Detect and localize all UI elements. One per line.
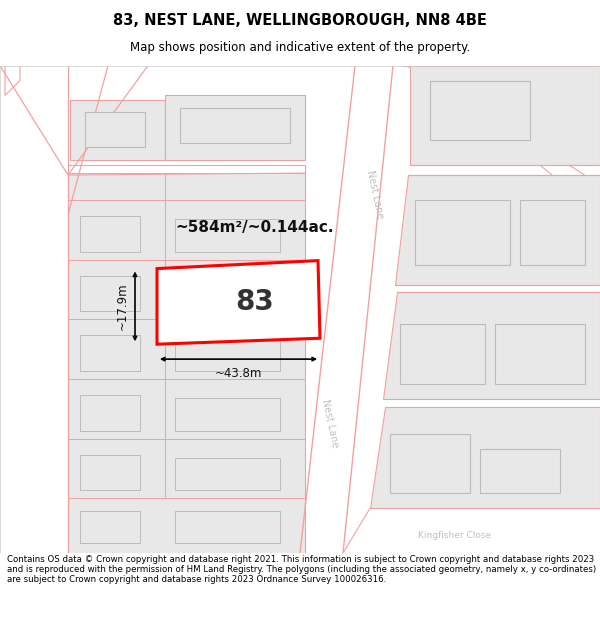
Polygon shape	[383, 292, 600, 399]
Polygon shape	[5, 66, 20, 96]
Text: ~584m²/~0.144ac.: ~584m²/~0.144ac.	[175, 220, 334, 235]
Polygon shape	[300, 66, 393, 553]
Polygon shape	[165, 259, 305, 319]
Polygon shape	[165, 200, 305, 259]
Polygon shape	[68, 319, 165, 379]
Bar	[80, 216, 140, 252]
Bar	[400, 324, 485, 384]
Bar	[80, 454, 140, 491]
Bar	[175, 338, 280, 371]
Polygon shape	[165, 173, 305, 200]
Polygon shape	[70, 101, 165, 160]
Polygon shape	[370, 407, 600, 508]
Text: Kingfisher Close: Kingfisher Close	[418, 531, 491, 540]
Polygon shape	[68, 173, 165, 200]
Bar	[175, 458, 280, 491]
Text: Map shows position and indicative extent of the property.: Map shows position and indicative extent…	[130, 41, 470, 54]
Polygon shape	[68, 498, 305, 553]
Bar	[390, 434, 470, 493]
Text: 83, NEST LANE, WELLINGBOROUGH, NN8 4BE: 83, NEST LANE, WELLINGBOROUGH, NN8 4BE	[113, 13, 487, 28]
Polygon shape	[68, 200, 165, 259]
Polygon shape	[165, 439, 305, 498]
Text: ~43.8m: ~43.8m	[215, 367, 262, 380]
Bar	[85, 112, 145, 148]
Bar	[80, 395, 140, 431]
Bar	[180, 108, 290, 143]
Bar	[175, 511, 280, 543]
Bar	[80, 335, 140, 371]
Text: Contains OS data © Crown copyright and database right 2021. This information is : Contains OS data © Crown copyright and d…	[7, 554, 596, 584]
Bar	[80, 511, 140, 543]
Bar	[175, 279, 280, 311]
Polygon shape	[68, 439, 165, 498]
Bar	[415, 200, 510, 264]
Text: Nest Lane: Nest Lane	[320, 399, 340, 449]
Bar	[80, 276, 140, 311]
Text: Nest Lane: Nest Lane	[365, 170, 385, 220]
Text: ~17.9m: ~17.9m	[116, 282, 129, 330]
Bar	[480, 449, 560, 493]
Polygon shape	[165, 96, 305, 160]
Polygon shape	[165, 319, 305, 379]
Polygon shape	[68, 259, 165, 319]
Text: 83: 83	[236, 288, 274, 316]
Polygon shape	[157, 261, 320, 344]
Bar	[430, 81, 530, 140]
Polygon shape	[395, 175, 600, 284]
Polygon shape	[68, 379, 165, 439]
Bar	[495, 324, 585, 384]
Polygon shape	[410, 66, 600, 165]
Bar	[175, 219, 280, 252]
Polygon shape	[165, 379, 305, 439]
Bar	[520, 200, 585, 264]
Bar	[175, 398, 280, 431]
